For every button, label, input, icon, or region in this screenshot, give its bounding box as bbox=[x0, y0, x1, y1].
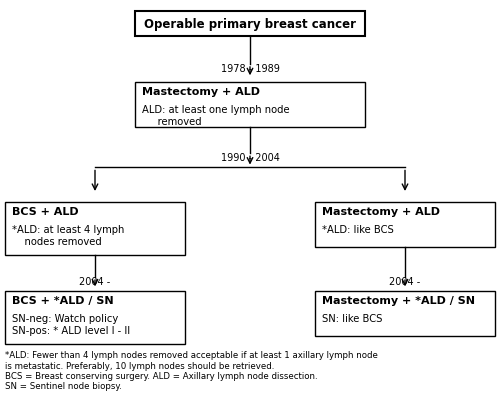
Text: *ALD: like BCS: *ALD: like BCS bbox=[322, 224, 394, 234]
Bar bbox=[5, 202, 185, 255]
Bar bbox=[315, 202, 495, 247]
Text: 2004 -: 2004 - bbox=[80, 277, 110, 286]
Text: *ALD: Fewer than 4 lymph nodes removed acceptable if at least 1 axillary lymph n: *ALD: Fewer than 4 lymph nodes removed a… bbox=[5, 350, 378, 390]
Bar bbox=[315, 292, 495, 336]
Text: Mastectomy + *ALD / SN: Mastectomy + *ALD / SN bbox=[322, 296, 476, 306]
Text: Operable primary breast cancer: Operable primary breast cancer bbox=[144, 18, 356, 31]
Text: Mastectomy + ALD: Mastectomy + ALD bbox=[322, 207, 440, 217]
Text: SN-neg: Watch policy
SN-pos: * ALD level I - II: SN-neg: Watch policy SN-pos: * ALD level… bbox=[12, 313, 130, 335]
Text: SN: like BCS: SN: like BCS bbox=[322, 313, 383, 324]
Text: 1990 - 2004: 1990 - 2004 bbox=[220, 153, 280, 163]
Text: BCS + *ALD / SN: BCS + *ALD / SN bbox=[12, 296, 114, 306]
Text: ALD: at least one lymph node
     removed: ALD: at least one lymph node removed bbox=[142, 105, 290, 126]
Text: *ALD: at least 4 lymph
    nodes removed: *ALD: at least 4 lymph nodes removed bbox=[12, 224, 125, 246]
Bar bbox=[135, 83, 365, 128]
Bar bbox=[135, 12, 365, 36]
Text: 2004 -: 2004 - bbox=[390, 277, 420, 286]
Text: Mastectomy + ALD: Mastectomy + ALD bbox=[142, 87, 260, 97]
Text: 1978 - 1989: 1978 - 1989 bbox=[220, 64, 280, 74]
Bar bbox=[5, 292, 185, 344]
Text: BCS + ALD: BCS + ALD bbox=[12, 207, 79, 217]
